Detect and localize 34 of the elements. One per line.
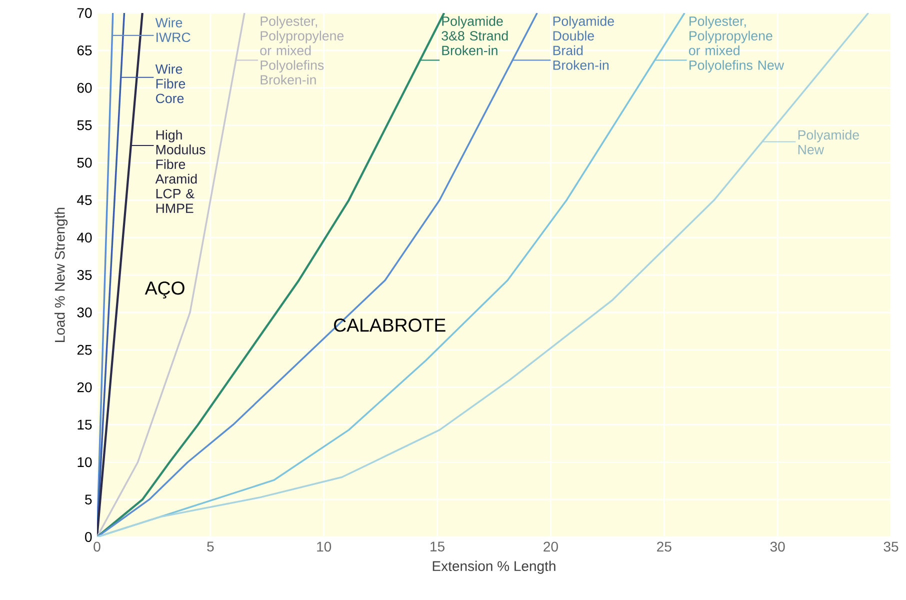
y-tick-label: 5 bbox=[85, 494, 92, 504]
y-tick-label: 70 bbox=[77, 8, 92, 18]
y-tick-label: 15 bbox=[78, 420, 92, 430]
y-tick-label: 0 bbox=[85, 532, 92, 542]
y-tick-label: 25 bbox=[77, 344, 92, 355]
y-tick-label: 50 bbox=[77, 158, 92, 168]
legend-label: Polyamide New bbox=[798, 130, 859, 154]
y-axis-title: Load % New Strength bbox=[54, 208, 68, 342]
legend-label: Wire IWRC bbox=[155, 18, 190, 42]
y-tick-label: 40 bbox=[77, 232, 92, 243]
x-tick-label: 30 bbox=[770, 542, 785, 552]
x-tick-label: 35 bbox=[884, 542, 898, 552]
legend-label: Wire Fibre Core bbox=[155, 64, 186, 104]
y-tick-label: 65 bbox=[77, 45, 92, 56]
y-tick-label: 20 bbox=[77, 382, 92, 392]
series-label: Polyamide 3&8 Strand Broken-in bbox=[442, 16, 508, 56]
x-tick-label: 5 bbox=[207, 542, 214, 552]
y-tick-label: 55 bbox=[77, 120, 92, 130]
x-tick-label: 25 bbox=[657, 542, 672, 552]
legend-label: High Modulus Fibre Aramid LCP & HMPE bbox=[155, 130, 206, 213]
x-tick-label: 0 bbox=[94, 542, 100, 552]
series-label: Polyester, Polypropylene or mixed Polyolefins New bbox=[689, 16, 784, 73]
annotation: AÇO bbox=[144, 281, 184, 298]
y-tick-label: 45 bbox=[77, 195, 92, 206]
y-tick-label: 35 bbox=[77, 270, 92, 280]
y-tick-label: 10 bbox=[78, 457, 92, 468]
series-label: Polyester, Polypropylene or mixed Polyolefins Broken-in bbox=[260, 16, 344, 85]
series-label: Polyamide Double Braid Broken-in bbox=[553, 16, 614, 70]
y-tick-label: 60 bbox=[77, 82, 92, 93]
y-tick-label: 30 bbox=[77, 307, 92, 318]
x-tick-label: 10 bbox=[317, 542, 332, 552]
x-tick-label: 20 bbox=[544, 542, 558, 552]
x-axis-title: Extension % Length bbox=[432, 560, 556, 574]
x-tick-label: 15 bbox=[430, 542, 444, 552]
